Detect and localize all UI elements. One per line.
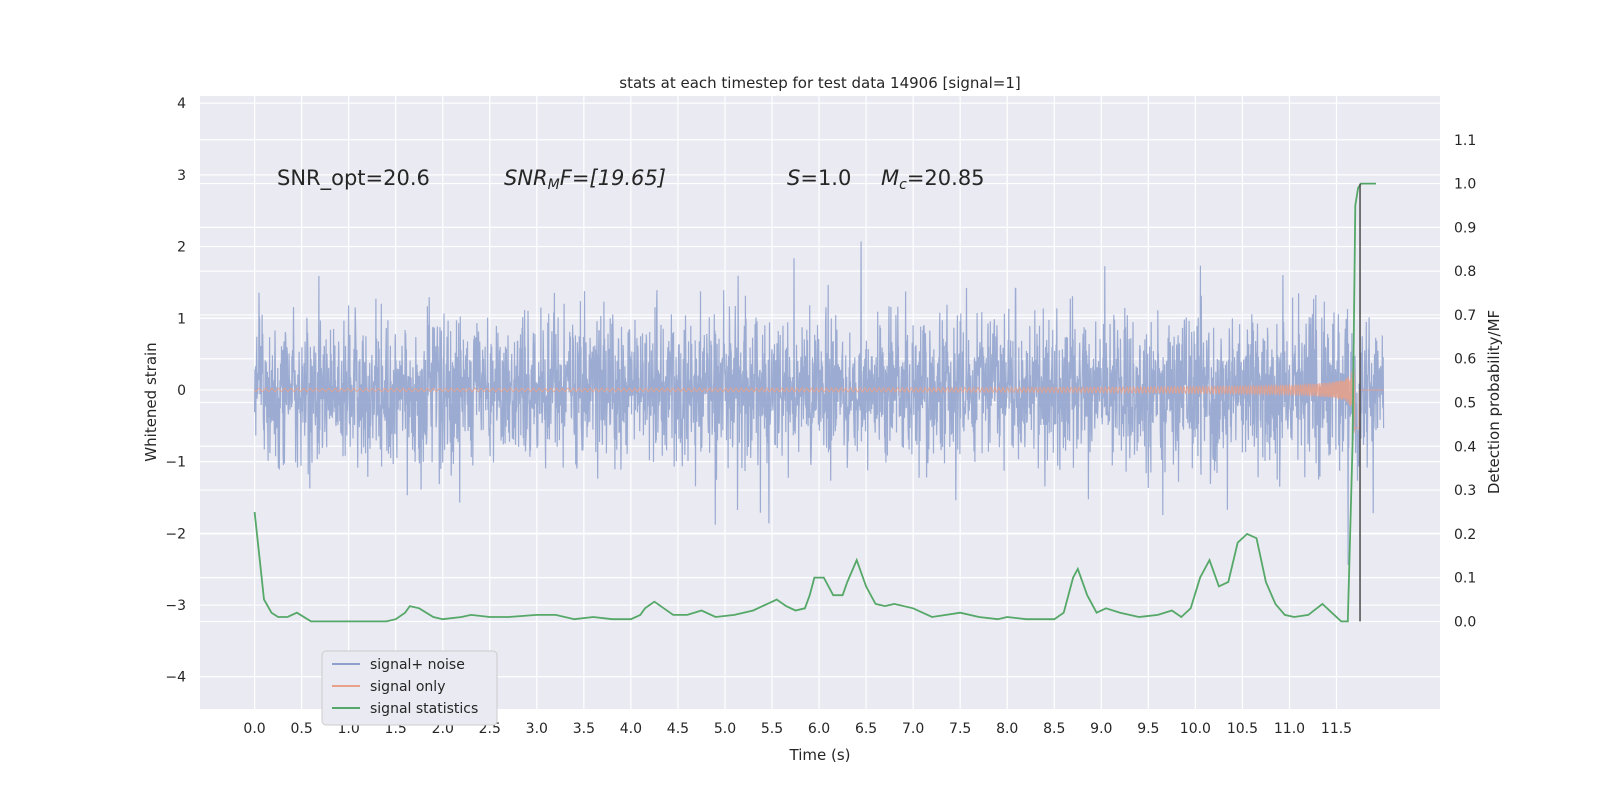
y-right-tick-label: 1.0 bbox=[1454, 177, 1476, 193]
series-signal-statistics bbox=[253, 182, 1376, 623]
x-tick-label: 7.0 bbox=[902, 721, 924, 737]
plot-series bbox=[253, 182, 1385, 623]
y-right-tick-label: 0.2 bbox=[1454, 527, 1476, 543]
y-right-axis-label: Detection probability/MF bbox=[1485, 310, 1503, 494]
y-tick-label: 1 bbox=[177, 311, 186, 327]
y-right-tick-label: 0.4 bbox=[1454, 439, 1476, 455]
x-tick-label: 8.0 bbox=[996, 721, 1018, 737]
x-axis-label: Time (s) bbox=[789, 746, 851, 764]
x-tick-label: 4.0 bbox=[620, 721, 642, 737]
y-right-tick-labels: 1.1 1.0 0.9 0.8 0.7 0.6 0.5 0.4 0.3 0.2 0.1 0.0 bbox=[1454, 133, 1476, 631]
y-tick-label: 2 bbox=[177, 240, 186, 256]
y-tick-label: 3 bbox=[177, 168, 186, 184]
y-tick-label: −3 bbox=[165, 598, 186, 614]
x-tick-label: 9.5 bbox=[1137, 721, 1159, 737]
x-tick-labels: 0.0 0.5 1.0 1.5 2.0 2.5 3.0 3.5 4.0 4.5 5.0 5.5 6.0 6… bbox=[243, 721, 1352, 737]
legend: signal+ noise signal only signal statist… bbox=[321, 650, 498, 726]
y-right-tick-label: 0.1 bbox=[1454, 571, 1476, 587]
y-tick-label: −4 bbox=[165, 670, 186, 686]
y-tick-label: −1 bbox=[165, 455, 186, 471]
x-tick-label: 0.0 bbox=[243, 721, 265, 737]
y-right-tick-label: 0.5 bbox=[1454, 396, 1476, 412]
legend-label-signal-statistics: signal statistics bbox=[370, 701, 478, 717]
y-right-tick-label: 0.9 bbox=[1454, 220, 1476, 236]
x-tick-label: 3.0 bbox=[526, 721, 548, 737]
y-tick-label: 0 bbox=[177, 383, 186, 399]
x-tick-label: 8.5 bbox=[1043, 721, 1065, 737]
x-tick-label: 6.0 bbox=[808, 721, 830, 737]
legend-box bbox=[321, 650, 498, 726]
annotation-snr-opt: SNR_opt=20.6 bbox=[277, 166, 430, 191]
x-tick-label: 11.0 bbox=[1274, 721, 1305, 737]
x-tick-label: 5.0 bbox=[714, 721, 736, 737]
x-tick-label: 9.0 bbox=[1090, 721, 1112, 737]
y-right-tick-label: 0.8 bbox=[1454, 264, 1476, 280]
annotation-mc: Mc=20.85 bbox=[881, 166, 985, 193]
y-axis-label: Whitened strain bbox=[142, 342, 160, 461]
x-tick-label: 6.5 bbox=[855, 721, 877, 737]
x-tick-label: 11.5 bbox=[1321, 721, 1352, 737]
x-tick-label: 3.5 bbox=[573, 721, 595, 737]
y-tick-label: 4 bbox=[177, 96, 186, 112]
annotation-s: S=1.0 bbox=[787, 166, 851, 190]
legend-label-signal-noise: signal+ noise bbox=[370, 657, 465, 673]
x-tick-label: 0.5 bbox=[290, 721, 312, 737]
y-right-tick-label: 0.6 bbox=[1454, 352, 1476, 368]
series-signal-only bbox=[254, 364, 1384, 433]
legend-label-signal-only: signal only bbox=[370, 679, 445, 695]
y-right-tick-label: 0.0 bbox=[1454, 614, 1476, 630]
x-tick-label: 7.5 bbox=[949, 721, 971, 737]
x-tick-label: 10.5 bbox=[1227, 721, 1258, 737]
y-tick-labels: 4 3 2 1 0 −1 −2 −3 −4 bbox=[165, 96, 186, 686]
x-tick-label: 5.5 bbox=[761, 721, 783, 737]
chart-title: stats at each timestep for test data 149… bbox=[619, 74, 1020, 92]
y-right-tick-label: 1.1 bbox=[1454, 133, 1476, 149]
y-right-tick-label: 0.7 bbox=[1454, 308, 1476, 324]
x-tick-label: 10.0 bbox=[1180, 721, 1211, 737]
y-tick-label: −2 bbox=[165, 526, 186, 542]
y-right-tick-label: 0.3 bbox=[1454, 483, 1476, 499]
annotation-snr-mf: SNRMF=[19.65] bbox=[504, 166, 666, 193]
x-tick-label: 4.5 bbox=[667, 721, 689, 737]
